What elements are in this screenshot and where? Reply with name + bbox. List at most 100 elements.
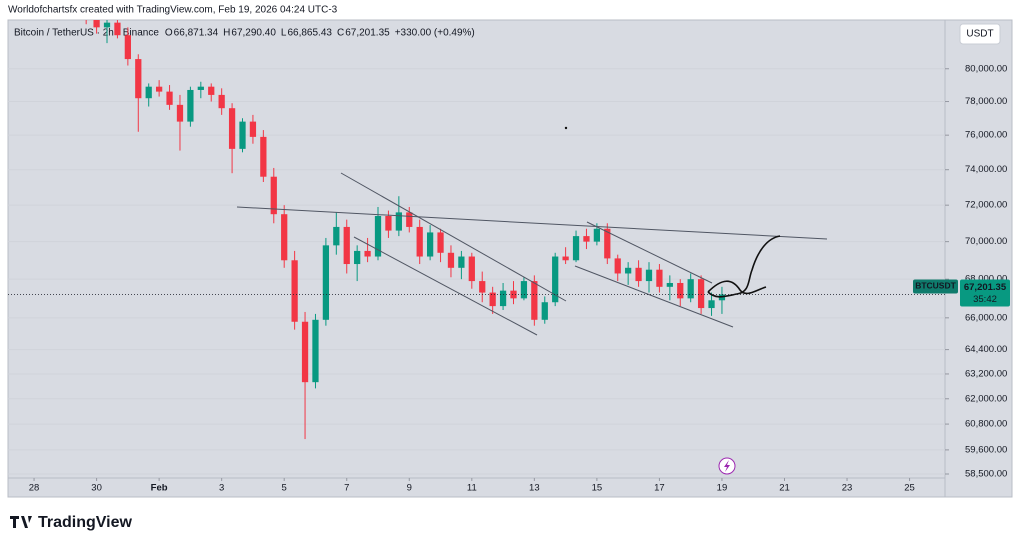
candle-body (124, 35, 131, 60)
y-tick-label: 59,600.00 (965, 444, 1007, 455)
symbol: Bitcoin / TetherUS · 2h · Binance (14, 28, 159, 39)
channel-upper (340, 172, 567, 302)
ohlc-value: 67,201.35 (345, 28, 390, 39)
candle-body (114, 22, 121, 36)
candle-body (572, 236, 580, 261)
candle-body (604, 228, 611, 259)
x-tick-label: 15 (592, 483, 603, 494)
candle-body (395, 212, 402, 231)
candle-body (260, 136, 267, 177)
currency-button[interactable] (959, 23, 1001, 45)
candle-body (541, 302, 548, 320)
x-tick-label: 13 (529, 483, 540, 494)
candle-body (656, 269, 663, 287)
x-tick-label: 21 (779, 483, 790, 494)
drawings (236, 126, 828, 336)
y-tick-label: 80,000.00 (965, 63, 1007, 74)
candle-body (281, 214, 288, 261)
candle-body (291, 260, 298, 322)
x-tick-label: 7 (344, 483, 349, 494)
y-tick-label: 66,000.00 (965, 312, 1007, 323)
brand: TradingView (10, 514, 133, 531)
change: +330.00 (+0.49%) (395, 28, 475, 39)
candle-body (510, 290, 517, 299)
candle-body (228, 108, 236, 149)
currency-button-label[interactable]: USDT (966, 29, 993, 40)
candle-body (322, 245, 330, 320)
y-tick-label: 74,000.00 (965, 164, 1007, 175)
candle-body (666, 282, 673, 287)
x-tick-label: 17 (654, 483, 665, 494)
candle-body (593, 228, 601, 242)
last-price-box (960, 279, 1010, 307)
ohlc-key: C (337, 28, 344, 39)
y-tick-label: 70,000.00 (965, 236, 1007, 247)
x-tick-label: Feb (151, 483, 168, 494)
alert-icon[interactable] (718, 457, 736, 475)
candle-body (458, 256, 465, 268)
candle-body (499, 290, 507, 307)
symbol-tag-box (913, 279, 958, 294)
attribution: Worldofchartsfx created with TradingView… (8, 5, 338, 16)
candle-body (520, 281, 528, 299)
candle-body (385, 216, 392, 231)
candle-body (333, 226, 340, 246)
candle-body (697, 279, 705, 309)
x-tick-label: 19 (717, 483, 728, 494)
dot (564, 126, 568, 130)
candle-body (416, 226, 423, 257)
candle-body (687, 279, 694, 299)
y-tick-label: 68,000.00 (965, 274, 1007, 285)
symbol-tag: BTCUSDT (915, 281, 956, 291)
candle-body (625, 267, 632, 274)
channel-upper (586, 221, 713, 284)
candle-body (468, 256, 475, 282)
y-tick-label: 62,000.00 (965, 393, 1007, 404)
candle-body (156, 86, 163, 92)
candle-body (614, 258, 621, 274)
candle-body (479, 281, 486, 293)
ohlc-value: 67,290.40 (231, 28, 276, 39)
candle-body (208, 86, 215, 95)
candles (85, 20, 726, 440)
x-tick-label: 3 (219, 483, 224, 494)
channel-lower (574, 265, 734, 328)
ohlc-key: O (165, 28, 173, 39)
ohlc-value: 66,871.34 (174, 28, 219, 39)
y-tick-label: 72,000.00 (965, 200, 1007, 211)
countdown: 35:42 (973, 294, 997, 305)
y-tick-label: 78,000.00 (965, 96, 1007, 107)
y-tick-label: 64,400.00 (965, 344, 1007, 355)
brand-logo (10, 516, 32, 528)
hand-drawn-projection (707, 235, 781, 298)
channel-lower (353, 236, 538, 336)
x-tick-label: 28 (29, 483, 40, 494)
candle-body (176, 104, 184, 122)
ohlc-key: H (223, 28, 230, 39)
x-tick-label: 30 (91, 483, 102, 494)
candle-body (312, 319, 319, 383)
chart-background (7, 19, 1013, 498)
y-tick-label: 63,200.00 (965, 368, 1007, 379)
candle-body (93, 20, 100, 28)
candle-body (145, 86, 152, 99)
candle-body (708, 300, 715, 309)
candle-body (364, 250, 371, 257)
x-tick-label: 25 (904, 483, 915, 494)
candle-body (218, 94, 225, 109)
candle-body (677, 282, 684, 299)
candle-body (103, 22, 111, 28)
resistance-line (236, 206, 828, 240)
candle-body (239, 121, 246, 149)
alert-bolt[interactable] (724, 460, 730, 472)
y-tick-label: 58,500.00 (965, 469, 1007, 480)
y-tick-label: 76,000.00 (965, 130, 1007, 141)
candle-body (270, 176, 277, 215)
candle-body (635, 267, 642, 282)
y-tick-label: 60,800.00 (965, 419, 1007, 430)
brand-name: TradingView (38, 514, 133, 531)
candle-body (301, 321, 309, 383)
candle-body (437, 232, 444, 253)
grid: 80,000.00 78,000.00 76,000.00 74,000.00 72,0… (8, 63, 1007, 494)
